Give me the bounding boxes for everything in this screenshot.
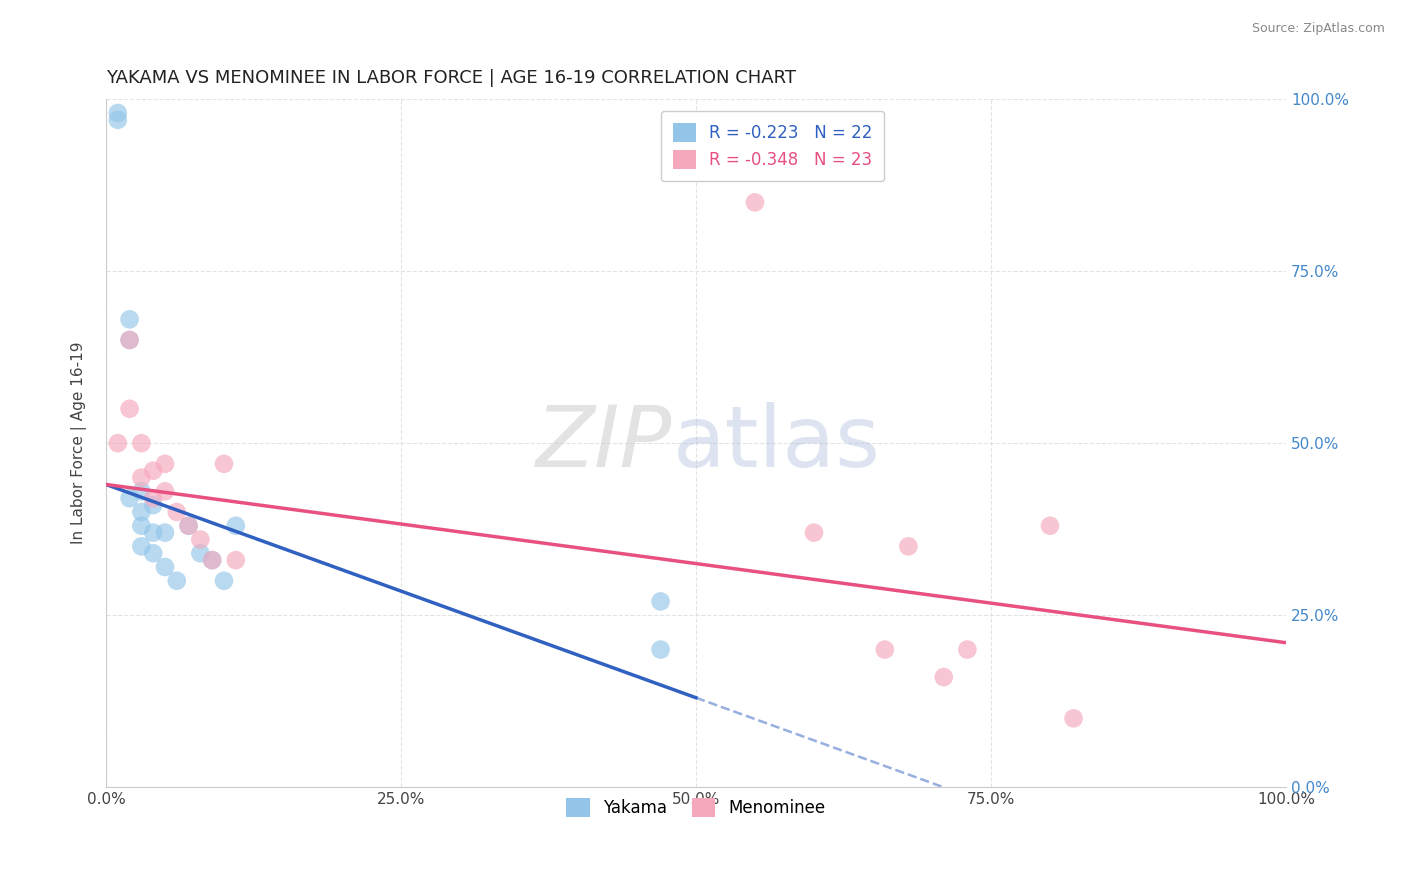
Point — [118, 333, 141, 347]
Point — [153, 525, 176, 540]
Legend: Yakama, Menominee: Yakama, Menominee — [560, 791, 832, 823]
Text: ZIP: ZIP — [536, 401, 672, 484]
Point — [225, 518, 247, 533]
Point — [131, 518, 153, 533]
Point — [131, 505, 153, 519]
Point — [190, 546, 212, 560]
Point — [131, 484, 153, 499]
Point — [166, 505, 188, 519]
Point — [142, 546, 165, 560]
Point — [650, 594, 672, 608]
Point — [177, 518, 200, 533]
Point — [225, 553, 247, 567]
Point — [142, 498, 165, 512]
Text: YAKAMA VS MENOMINEE IN LABOR FORCE | AGE 16-19 CORRELATION CHART: YAKAMA VS MENOMINEE IN LABOR FORCE | AGE… — [105, 69, 796, 87]
Point — [897, 540, 920, 554]
Point — [107, 112, 129, 127]
Text: atlas: atlas — [672, 401, 880, 484]
Point — [212, 574, 235, 588]
Point — [118, 333, 141, 347]
Point — [190, 533, 212, 547]
Point — [932, 670, 955, 684]
Point — [650, 642, 672, 657]
Point — [1039, 518, 1062, 533]
Point — [107, 106, 129, 120]
Point — [803, 525, 825, 540]
Point — [166, 574, 188, 588]
Point — [956, 642, 979, 657]
Point — [118, 491, 141, 506]
Point — [153, 484, 176, 499]
Point — [873, 642, 896, 657]
Point — [107, 436, 129, 450]
Y-axis label: In Labor Force | Age 16-19: In Labor Force | Age 16-19 — [72, 342, 87, 544]
Point — [131, 470, 153, 484]
Point — [744, 195, 766, 210]
Text: Source: ZipAtlas.com: Source: ZipAtlas.com — [1251, 22, 1385, 36]
Point — [118, 401, 141, 416]
Point — [177, 518, 200, 533]
Point — [142, 491, 165, 506]
Point — [142, 525, 165, 540]
Point — [153, 457, 176, 471]
Point — [131, 436, 153, 450]
Point — [131, 540, 153, 554]
Point — [1063, 711, 1085, 725]
Point — [153, 560, 176, 574]
Point — [118, 312, 141, 326]
Point — [201, 553, 224, 567]
Point — [142, 464, 165, 478]
Point — [201, 553, 224, 567]
Point — [212, 457, 235, 471]
